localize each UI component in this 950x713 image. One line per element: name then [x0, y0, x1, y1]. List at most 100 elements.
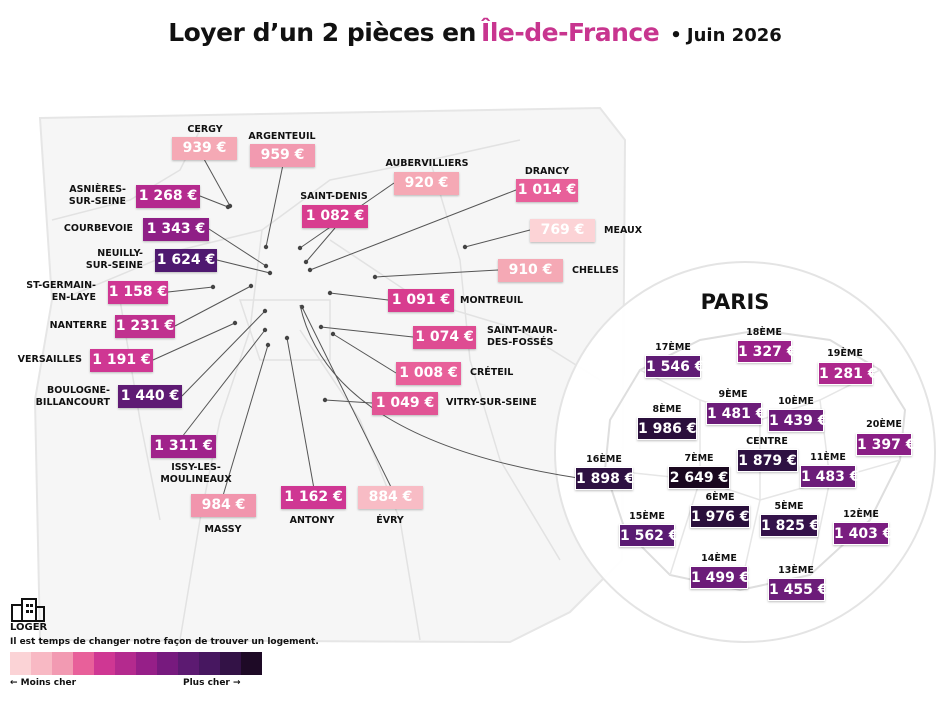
city-name-label: BOULOGNE- BILLANCOURT	[35, 385, 110, 408]
city-name-label: MONTREUIL	[460, 295, 524, 306]
city-name-label: VITRY-SUR-SEINE	[446, 397, 537, 408]
city-rent-badge: 1 268 €	[136, 185, 200, 208]
city-rent-badge: 884 €	[358, 486, 423, 509]
city-rent-badge: 1 191 €	[90, 349, 153, 372]
city-location-dot	[330, 331, 336, 337]
color-scale-swatch	[136, 652, 157, 675]
city-rent-badge: 939 €	[172, 137, 237, 160]
leader-line	[309, 189, 517, 271]
color-scale-swatch	[241, 652, 262, 675]
city-rent-badge: 1 049 €	[372, 392, 438, 415]
city-name-label: CRÉTEIL	[470, 367, 514, 378]
legend-low-label: ← Moins cher	[10, 678, 77, 688]
city-name-label: NANTERRE	[49, 320, 107, 331]
arrondissement-rent-badge: 1 327 €	[737, 340, 796, 363]
city-rent-badge: 1 440 €	[118, 385, 182, 408]
city-rent-badge: 984 €	[191, 494, 256, 517]
arrondissement-rent-badge: 1 397 €	[856, 433, 915, 456]
city-location-dot	[225, 204, 231, 210]
city-location-dot	[284, 335, 290, 341]
city-rent-badge: 1 014 €	[516, 179, 578, 202]
city-location-dot	[262, 327, 268, 333]
color-scale-swatch	[52, 652, 73, 675]
city-name-label: ISSY-LES- MOULINEAUX	[160, 462, 232, 485]
arrondissement-name-label: 12ÈME	[843, 509, 879, 520]
city-rent-badge: 1 074 €	[413, 326, 476, 349]
color-scale-swatch	[10, 652, 31, 675]
paris-zoom-connector	[299, 304, 579, 479]
city-name-label: CERGY	[187, 124, 223, 135]
city-location-dot	[263, 263, 269, 269]
brand-tagline: Il est temps de changer notre façon de t…	[10, 637, 319, 647]
leader-line	[204, 159, 231, 207]
city-rent-badge: 1 624 €	[155, 249, 217, 272]
arrondissement-name-label: 19ÈME	[827, 348, 863, 359]
arrondissement-rent-badge: 1 439 €	[768, 409, 827, 432]
city-location-dot	[265, 342, 271, 348]
city-name-label: ÉVRY	[376, 515, 404, 526]
color-scale-swatch	[31, 652, 52, 675]
arrondissement-name-label: 15ÈME	[629, 511, 665, 522]
leader-line	[265, 166, 283, 248]
city-name-label: MASSY	[204, 524, 242, 535]
title-date: Juin 2026	[686, 25, 782, 46]
city-location-dot	[303, 259, 309, 265]
arrondissement-rent-badge: 1 281 €	[818, 362, 877, 385]
leader-line	[183, 329, 266, 436]
city-name-label: ANTONY	[289, 515, 335, 526]
city-location-dot	[307, 267, 313, 273]
city-rent-badge: 910 €	[498, 259, 563, 282]
arrondissement-rent-badge: 1 879 €	[737, 449, 798, 472]
building-logo-icon	[10, 597, 46, 627]
leader-line	[216, 259, 271, 274]
arrondissement-rent-badge: 1 499 €	[690, 566, 749, 589]
city-location-dot	[322, 397, 328, 403]
arrondissement-rent-badge: 1 455 €	[768, 578, 827, 601]
city-rent-badge: 1 082 €	[302, 205, 368, 228]
color-scale-swatch	[94, 652, 115, 675]
arrondissement-rent-badge: 1 483 €	[800, 465, 859, 488]
color-scale-swatch	[115, 652, 136, 675]
city-rent-badge: 1 343 €	[143, 218, 209, 241]
color-scale-swatch	[73, 652, 94, 675]
city-location-dot	[267, 270, 273, 276]
city-rent-badge: 1 311 €	[151, 435, 216, 458]
city-name-label: SAINT-DENIS	[300, 191, 368, 202]
color-scale-swatch	[199, 652, 220, 675]
city-rent-badge: 1 091 €	[388, 289, 454, 312]
leader-line	[320, 326, 414, 338]
city-rent-badge: 920 €	[394, 172, 459, 195]
arrondissement-name-label: 20ÈME	[866, 419, 902, 430]
city-location-dot	[263, 244, 269, 250]
arrondissement-name-label: 11ÈME	[810, 452, 846, 463]
city-location-dot	[232, 320, 238, 326]
city-rent-badge: 1 231 €	[115, 315, 175, 338]
city-name-label: MEAUX	[604, 225, 643, 236]
city-location-dot	[248, 283, 254, 289]
leader-dots	[210, 203, 468, 403]
city-location-dot	[262, 308, 268, 314]
city-location-dot	[210, 284, 216, 290]
arrondissement-rent-badge: 1 825 €	[760, 514, 819, 537]
city-name-label: VERSAILLES	[17, 354, 82, 365]
leader-line	[374, 269, 499, 278]
city-location-dot	[297, 245, 303, 251]
arrondissement-name-label: 18ÈME	[746, 327, 782, 338]
leader-line	[223, 344, 269, 495]
leader-line	[464, 229, 531, 248]
leader-line	[286, 337, 314, 487]
brand-name: LOGER	[10, 622, 48, 633]
city-name-label: DRANCY	[524, 166, 570, 177]
color-scale-swatch	[178, 652, 199, 675]
city-rent-badge: 1 162 €	[281, 486, 346, 509]
title-main: Loyer d’un 2 pièces en	[168, 18, 476, 47]
leader-line	[167, 286, 214, 293]
leader-line	[305, 227, 336, 263]
arrondissement-rent-badge: 2 649 €	[668, 466, 730, 489]
arrondissement-rent-badge: 1 562 €	[619, 524, 678, 547]
leader-line	[329, 292, 389, 301]
title-region: Île-de-France	[481, 18, 660, 47]
legend-high-label: Plus cher →	[183, 678, 241, 688]
arrondissement-rent-badge: 1 546 €	[645, 355, 704, 378]
arrondissement-name-label: 10ÈME	[778, 396, 814, 407]
